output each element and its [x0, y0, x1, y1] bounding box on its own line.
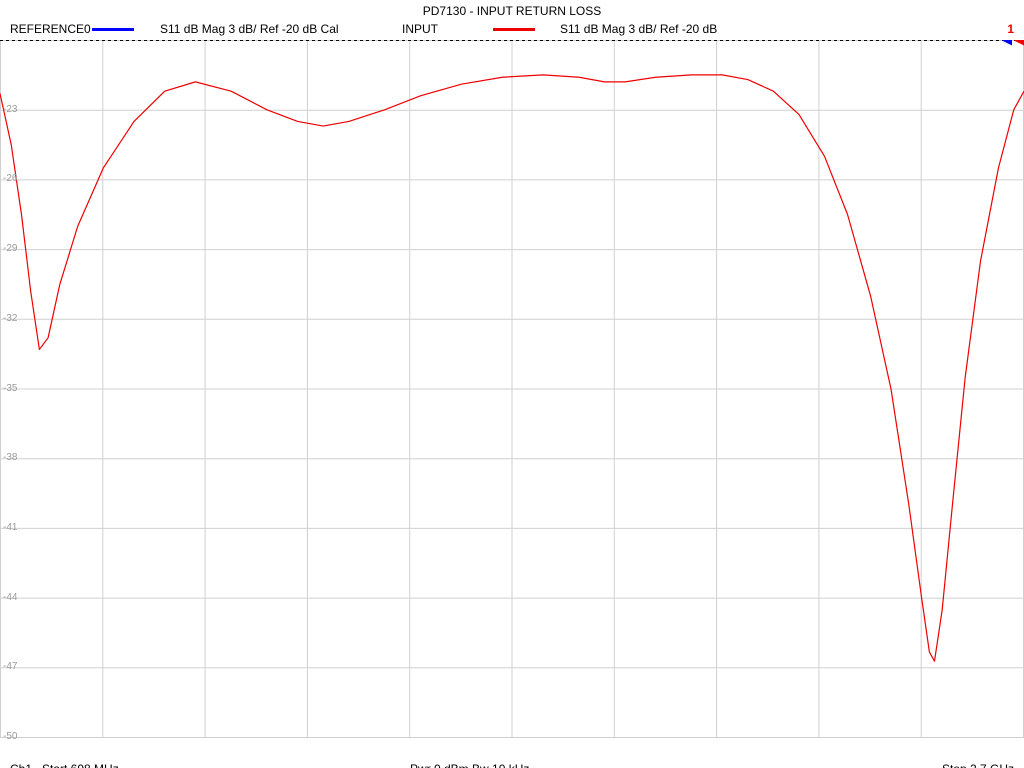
legend-trace2-desc: S11 dB Mag 3 dB/ Ref -20 dB: [560, 22, 717, 36]
legend-bar: REFERENCE0 S11 dB Mag 3 dB/ Ref -20 dB C…: [10, 22, 1014, 38]
legend-input-label: INPUT: [402, 22, 438, 36]
y-tick-label: -47: [3, 661, 17, 672]
legend-trace2-swatch: [493, 28, 535, 31]
vna-screenshot: PD7130 - INPUT RETURN LOSS REFERENCE0 S1…: [0, 0, 1024, 768]
legend-trace-index: 1: [1007, 22, 1014, 36]
y-tick-label: -26: [3, 173, 17, 184]
status-center: Pwr 0 dBm Bw 10 kHz: [410, 762, 529, 768]
y-tick-label: -44: [3, 592, 17, 603]
legend-reference0-label: REFERENCE0: [10, 22, 91, 36]
y-tick-label: -50: [3, 731, 17, 742]
chart-plot-area: [0, 40, 1024, 738]
legend-trace1-swatch: [92, 28, 134, 31]
status-start: Start 698 MHz: [42, 762, 119, 768]
y-tick-label: -35: [3, 383, 17, 394]
y-tick-label: -29: [3, 243, 17, 254]
y-tick-label: -23: [3, 104, 17, 115]
y-tick-label: -32: [3, 313, 17, 324]
status-stop: Stop 2.7 GHz: [942, 762, 1014, 768]
status-channel: Ch1: [10, 762, 32, 768]
y-tick-label: -38: [3, 452, 17, 463]
chart-title: PD7130 - INPUT RETURN LOSS: [0, 4, 1024, 18]
y-tick-label: -41: [3, 522, 17, 533]
legend-trace1-desc: S11 dB Mag 3 dB/ Ref -20 dB Cal: [160, 22, 339, 36]
